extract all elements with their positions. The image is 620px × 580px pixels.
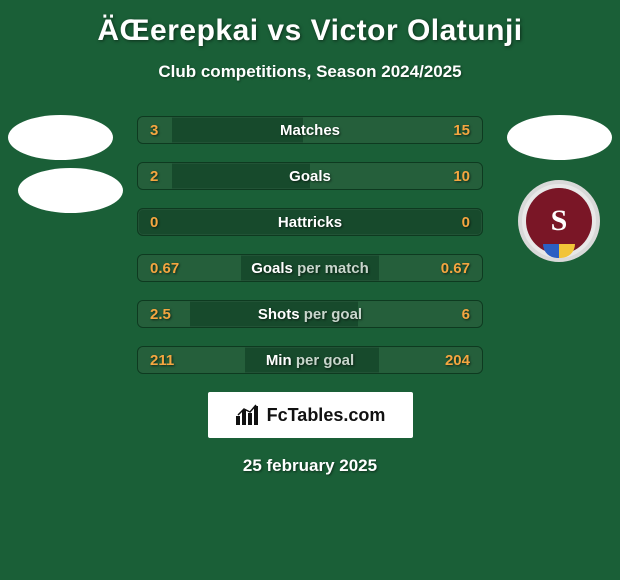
stat-label: Goals <box>138 163 482 190</box>
stat-row: 2.5 Shots per goal 6 <box>137 300 483 328</box>
player-left-avatar-2 <box>18 168 123 213</box>
bars-icon <box>235 404 261 426</box>
stat-label: Hattricks <box>138 209 482 236</box>
subtitle: Club competitions, Season 2024/2025 <box>0 62 620 82</box>
stat-label: Matches <box>138 117 482 144</box>
stat-value-right: 204 <box>445 347 470 374</box>
stat-value-right: 10 <box>453 163 470 190</box>
stat-value-right: 0 <box>462 209 470 236</box>
stat-value-right: 0.67 <box>441 255 470 282</box>
stat-value-right: 6 <box>462 301 470 328</box>
page-title: ÄŒerepkai vs Victor Olatunji <box>0 0 620 48</box>
player-left-avatar-1 <box>8 115 113 160</box>
stat-row: 0.67 Goals per match 0.67 <box>137 254 483 282</box>
fctables-badge[interactable]: FcTables.com <box>208 392 413 438</box>
stat-label: Shots per goal <box>138 301 482 328</box>
stat-row: 0 Hattricks 0 <box>137 208 483 236</box>
stat-bars: 3 Matches 15 2 Goals 10 0 Hattricks 0 0.… <box>137 116 483 374</box>
stat-row: 3 Matches 15 <box>137 116 483 144</box>
fctables-label: FcTables.com <box>267 405 386 426</box>
stat-label: Goals per match <box>138 255 482 282</box>
stat-label: Min per goal <box>138 347 482 374</box>
stat-row: 2 Goals 10 <box>137 162 483 190</box>
player-right-avatar <box>507 115 612 160</box>
stat-value-right: 15 <box>453 117 470 144</box>
club-crest: AC SPARTA PRAHA S <box>518 180 600 262</box>
stat-row: 211 Min per goal 204 <box>137 346 483 374</box>
date-label: 25 february 2025 <box>0 456 620 476</box>
crest-letter: S <box>551 204 568 238</box>
